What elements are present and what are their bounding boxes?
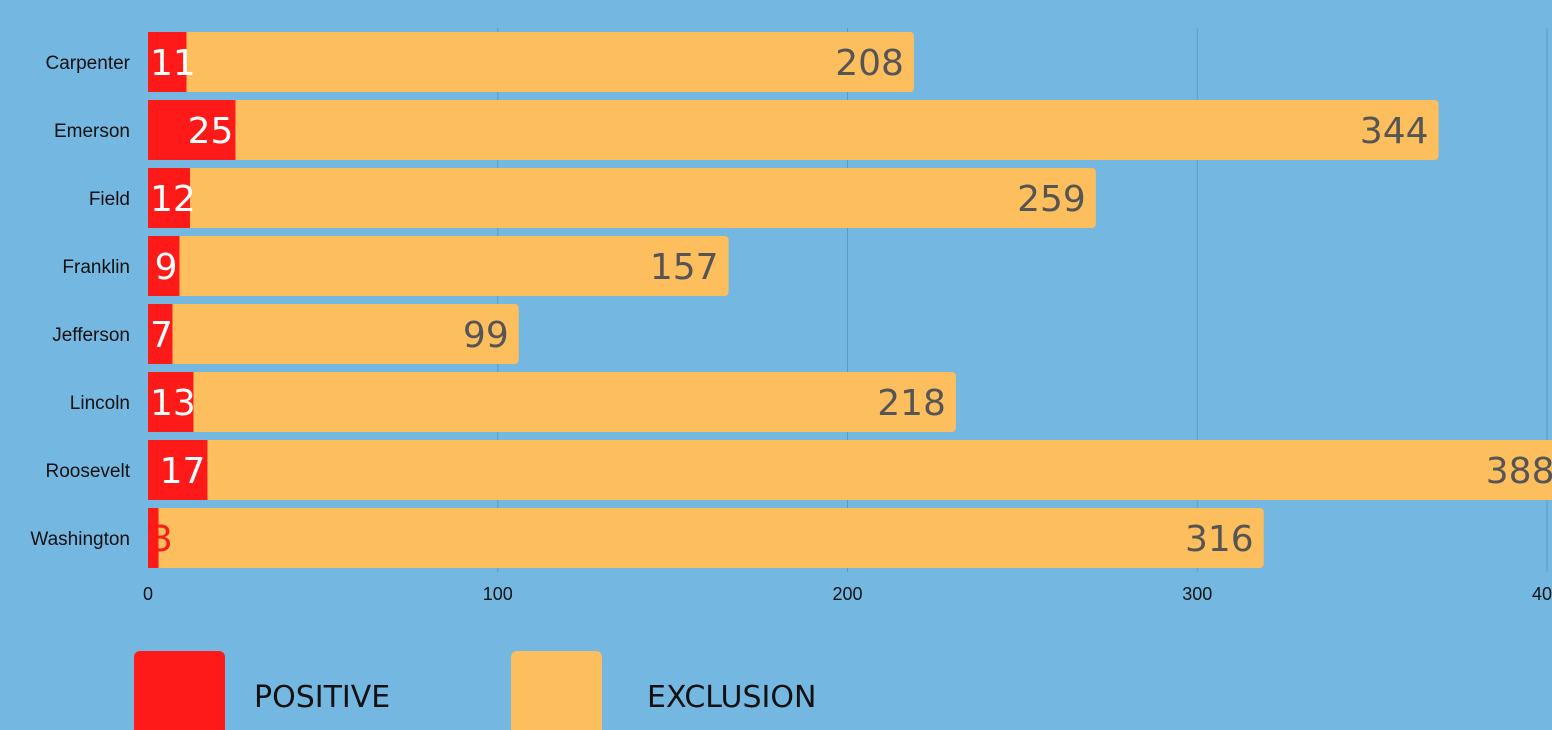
bar-positive-field (148, 168, 190, 228)
legend-label-positive: POSITIVE (254, 680, 390, 715)
bar-positive-emerson (148, 100, 236, 160)
category-label-carpenter: Carpenter (46, 53, 131, 74)
bar-exclusion-join-roosevelt (207, 440, 214, 500)
x-tick-label-400: 400 (1532, 584, 1552, 604)
data-label-exclusion-franklin: 157 (650, 247, 719, 288)
bar-exclusion-washington (158, 508, 1264, 568)
x-tick-label-300: 300 (1182, 584, 1212, 604)
bar-exclusion-join-field (189, 168, 196, 228)
data-label-exclusion-washington: 316 (1185, 519, 1254, 560)
category-label-roosevelt: Roosevelt (46, 461, 131, 482)
x-tick-label-200: 200 (832, 584, 862, 604)
bar-exclusion-join-washington (158, 508, 165, 568)
bar-exclusion-emerson (235, 100, 1439, 160)
bar-exclusion-field (189, 168, 1096, 228)
bar-exclusion-join-franklin (179, 236, 186, 296)
data-label-positive-lincoln: 13 (150, 383, 196, 424)
data-label-exclusion-lincoln: 218 (877, 383, 946, 424)
data-label-positive-jefferson: 7 (150, 315, 173, 356)
bar-exclusion-join-jefferson (172, 304, 179, 364)
data-label-exclusion-emerson: 344 (1360, 111, 1429, 152)
bar-exclusion-join-lincoln (193, 372, 200, 432)
bar-exclusion-roosevelt (207, 440, 1552, 500)
legend-swatch-exclusion (511, 651, 602, 730)
data-label-positive-washington: 3 (150, 519, 173, 560)
data-label-positive-carpenter: 11 (150, 43, 196, 84)
bar-positive-franklin (148, 236, 180, 296)
bar-exclusion-join-emerson (235, 100, 242, 160)
bar-positive-jefferson (148, 304, 173, 364)
legend-swatch-positive (134, 651, 225, 730)
category-label-washington: Washington (30, 529, 130, 550)
bar-positive-washington (148, 508, 159, 568)
labels: 0 100 200 300 400 Carpenter 11 208 Emerson 25 344 F… (30, 43, 1552, 604)
bar-exclusion-carpenter (186, 32, 914, 92)
data-label-exclusion-carpenter: 208 (835, 43, 904, 84)
legend: POSITIVE EXCLUSION (134, 651, 816, 730)
data-label-positive-emerson: 25 (188, 111, 234, 152)
bar-exclusion-join-carpenter (186, 32, 193, 92)
bars (148, 32, 1552, 568)
legend-label-exclusion: EXCLUSION (647, 680, 816, 715)
x-tick-label-0: 0 (143, 584, 153, 604)
bar-positive-roosevelt (148, 440, 208, 500)
category-label-lincoln: Lincoln (70, 393, 130, 414)
data-label-positive-field: 12 (150, 179, 196, 220)
data-label-exclusion-field: 259 (1017, 179, 1086, 220)
category-label-jefferson: Jefferson (52, 325, 130, 346)
bar-exclusion-lincoln (193, 372, 956, 432)
bar-positive-lincoln (148, 372, 194, 432)
category-label-franklin: Franklin (62, 257, 130, 278)
x-tick-label-100: 100 (483, 584, 513, 604)
category-label-field: Field (89, 189, 130, 210)
bar-exclusion-franklin (179, 236, 729, 296)
data-label-positive-roosevelt: 17 (160, 451, 206, 492)
data-label-exclusion-jefferson: 99 (463, 315, 509, 356)
bar-positive-carpenter (148, 32, 187, 92)
data-label-positive-franklin: 9 (155, 247, 178, 288)
data-label-exclusion-roosevelt: 388 (1486, 451, 1552, 492)
bar-exclusion-jefferson (172, 304, 519, 364)
category-label-emerson: Emerson (54, 121, 130, 142)
